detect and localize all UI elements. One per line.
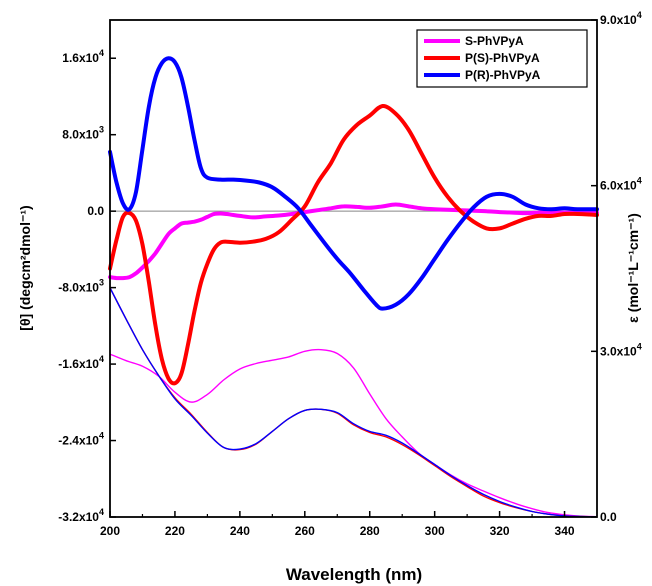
- abs-line-p-s-phvpya: [109, 287, 598, 518]
- y-left-tick-label: 1.6x104: [62, 48, 104, 65]
- y-right-tick-label: 0.0: [600, 510, 617, 524]
- x-tick-label: 340: [555, 524, 575, 538]
- y-left-tick-label: -8.0x103: [58, 278, 104, 295]
- axes: 200 220 240 260 280 300 320 340 1.6x104 8.0x103 0.…: [58, 10, 641, 538]
- x-tick-label: 320: [490, 524, 510, 538]
- y-axis-left-title: [θ] (degcm²dmol⁻¹): [17, 205, 33, 330]
- legend: S-PhVPyA P(S)-PhVPyA P(R)-PhVPyA: [416, 29, 588, 88]
- y-left-tick-label: 0.0: [87, 204, 104, 218]
- y-right-tick-label: 3.0x104: [600, 341, 642, 358]
- y-left-tick-label: -1.6x104: [58, 354, 104, 371]
- x-tick-label: 220: [165, 524, 185, 538]
- x-tick-label: 200: [100, 524, 120, 538]
- plot-area: [108, 56, 599, 518]
- plot-frame: [109, 19, 598, 518]
- legend-label: P(R)-PhVPyA: [465, 68, 541, 82]
- cd-line-p-r-phvpya: [108, 56, 599, 311]
- y-left-tick-label: -3.2x104: [58, 507, 104, 524]
- cd-line-p-s-phvpya: [108, 104, 599, 386]
- x-tick-label: 240: [230, 524, 250, 538]
- y-left-tick-label: 8.0x103: [62, 125, 104, 142]
- abs-line-s-phvpya: [109, 348, 598, 518]
- y-right-tick-label: 9.0x104: [600, 10, 642, 27]
- legend-label: S-PhVPyA: [465, 34, 524, 48]
- abs-line-p-r-phvpya: [109, 287, 598, 518]
- y-axis-right-title: ε (mol⁻¹L⁻¹cm⁻¹): [625, 213, 641, 323]
- y-right-tick-label: 6.0x104: [600, 176, 642, 193]
- y-left-tick-label: -2.4x104: [58, 431, 104, 448]
- x-axis-title: Wavelength (nm): [286, 565, 422, 584]
- x-tick-label: 300: [425, 524, 445, 538]
- x-tick-label: 280: [360, 524, 380, 538]
- legend-label: P(S)-PhVPyA: [465, 51, 540, 65]
- x-tick-label: 260: [295, 524, 315, 538]
- cd-line-s-phvpya: [108, 202, 599, 281]
